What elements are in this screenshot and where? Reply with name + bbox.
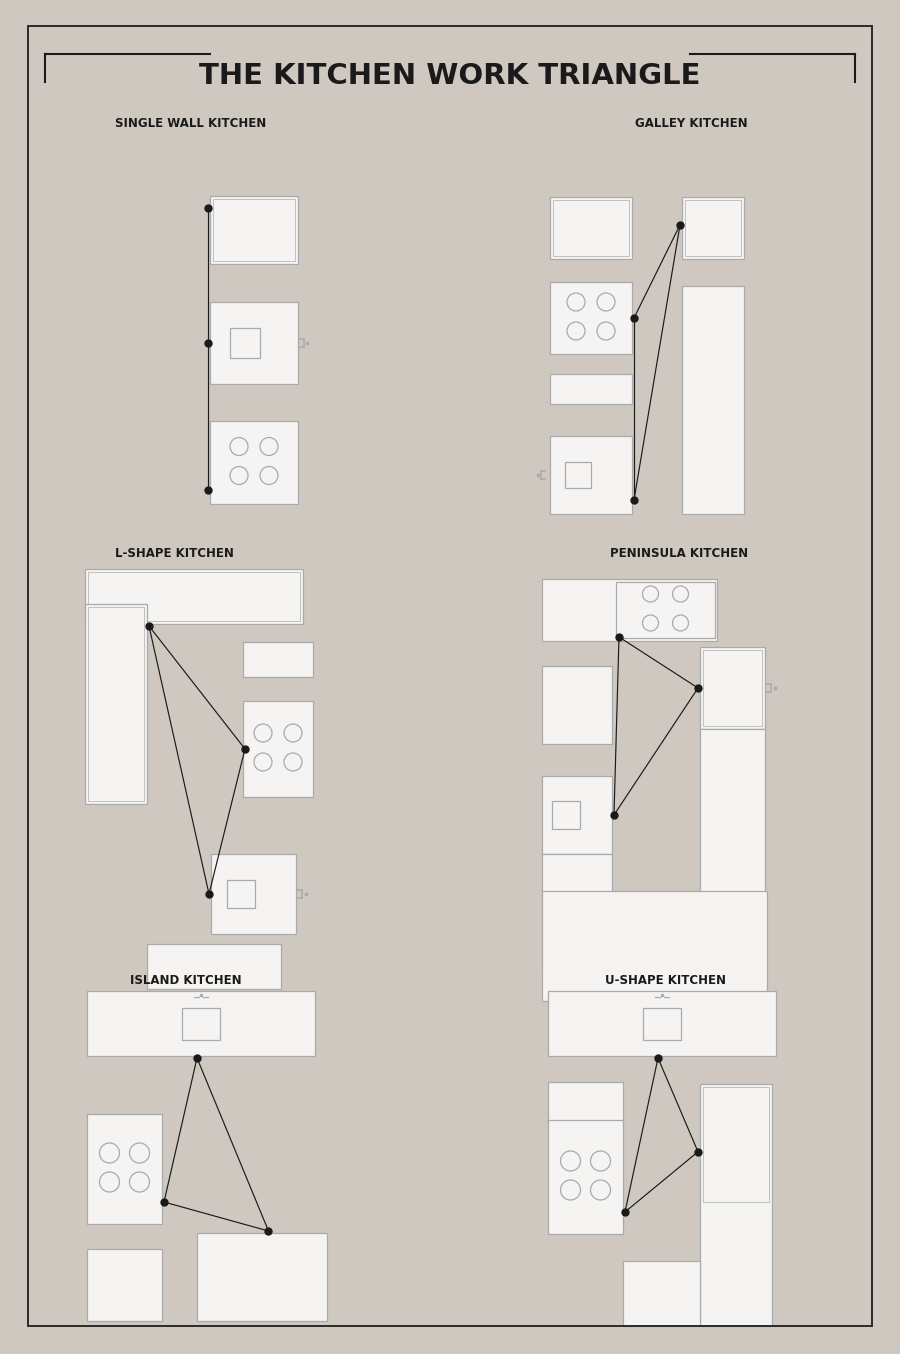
Bar — [243, 701, 313, 798]
Circle shape — [590, 1151, 610, 1171]
Circle shape — [590, 1179, 610, 1200]
Bar — [550, 196, 632, 259]
Bar — [682, 196, 744, 259]
Bar — [230, 328, 260, 357]
Bar — [210, 196, 298, 264]
Circle shape — [672, 615, 688, 631]
Bar — [542, 854, 612, 969]
Bar — [703, 650, 762, 726]
Circle shape — [130, 1143, 149, 1163]
Circle shape — [567, 322, 585, 340]
Circle shape — [254, 753, 272, 770]
Bar — [623, 1261, 700, 1326]
Bar — [553, 200, 629, 256]
Circle shape — [561, 1151, 581, 1171]
Circle shape — [643, 615, 659, 631]
Circle shape — [597, 322, 615, 340]
Circle shape — [100, 1143, 120, 1163]
Bar — [542, 666, 612, 743]
Bar — [700, 728, 765, 969]
Circle shape — [672, 586, 688, 603]
Circle shape — [597, 292, 615, 311]
Bar — [643, 1007, 681, 1040]
Circle shape — [230, 467, 248, 485]
Bar — [542, 776, 612, 854]
Text: ISLAND KITCHEN: ISLAND KITCHEN — [130, 974, 241, 987]
Bar — [703, 1087, 769, 1202]
Circle shape — [100, 1173, 120, 1192]
Bar — [685, 200, 741, 256]
Bar — [147, 944, 281, 988]
Text: U-SHAPE KITCHEN: U-SHAPE KITCHEN — [605, 974, 726, 987]
Bar — [542, 580, 717, 640]
Bar — [85, 569, 303, 624]
Bar — [550, 282, 632, 353]
Circle shape — [230, 437, 248, 455]
Bar — [616, 582, 715, 638]
Bar — [548, 991, 776, 1056]
Bar — [542, 891, 767, 1001]
Bar — [88, 571, 300, 621]
Text: L-SHAPE KITCHEN: L-SHAPE KITCHEN — [115, 547, 234, 561]
Bar — [548, 1120, 623, 1233]
Bar — [552, 802, 580, 829]
Bar — [87, 991, 315, 1056]
Circle shape — [260, 467, 278, 485]
Bar — [550, 436, 632, 515]
Bar — [211, 854, 296, 934]
Text: THE KITCHEN WORK TRIANGLE: THE KITCHEN WORK TRIANGLE — [199, 62, 701, 89]
Bar — [182, 1007, 220, 1040]
Bar — [197, 1233, 327, 1322]
Bar — [700, 647, 765, 728]
Bar — [227, 880, 255, 909]
Bar — [550, 374, 632, 403]
Bar — [682, 286, 744, 515]
Bar — [548, 1082, 623, 1124]
Bar — [565, 462, 591, 487]
Bar — [87, 1248, 162, 1322]
Bar — [700, 1085, 772, 1326]
Text: PENINSULA KITCHEN: PENINSULA KITCHEN — [610, 547, 748, 561]
Bar — [210, 302, 298, 385]
Circle shape — [284, 724, 302, 742]
Bar — [85, 604, 147, 804]
Circle shape — [254, 724, 272, 742]
Circle shape — [130, 1173, 149, 1192]
Circle shape — [284, 753, 302, 770]
Bar — [88, 607, 144, 802]
Bar — [243, 642, 313, 677]
Circle shape — [643, 586, 659, 603]
Circle shape — [567, 292, 585, 311]
Text: SINGLE WALL KITCHEN: SINGLE WALL KITCHEN — [115, 116, 266, 130]
Bar — [213, 199, 295, 261]
Circle shape — [260, 437, 278, 455]
Circle shape — [561, 1179, 581, 1200]
Bar — [87, 1114, 162, 1224]
Bar — [210, 421, 298, 504]
Text: GALLEY KITCHEN: GALLEY KITCHEN — [635, 116, 748, 130]
